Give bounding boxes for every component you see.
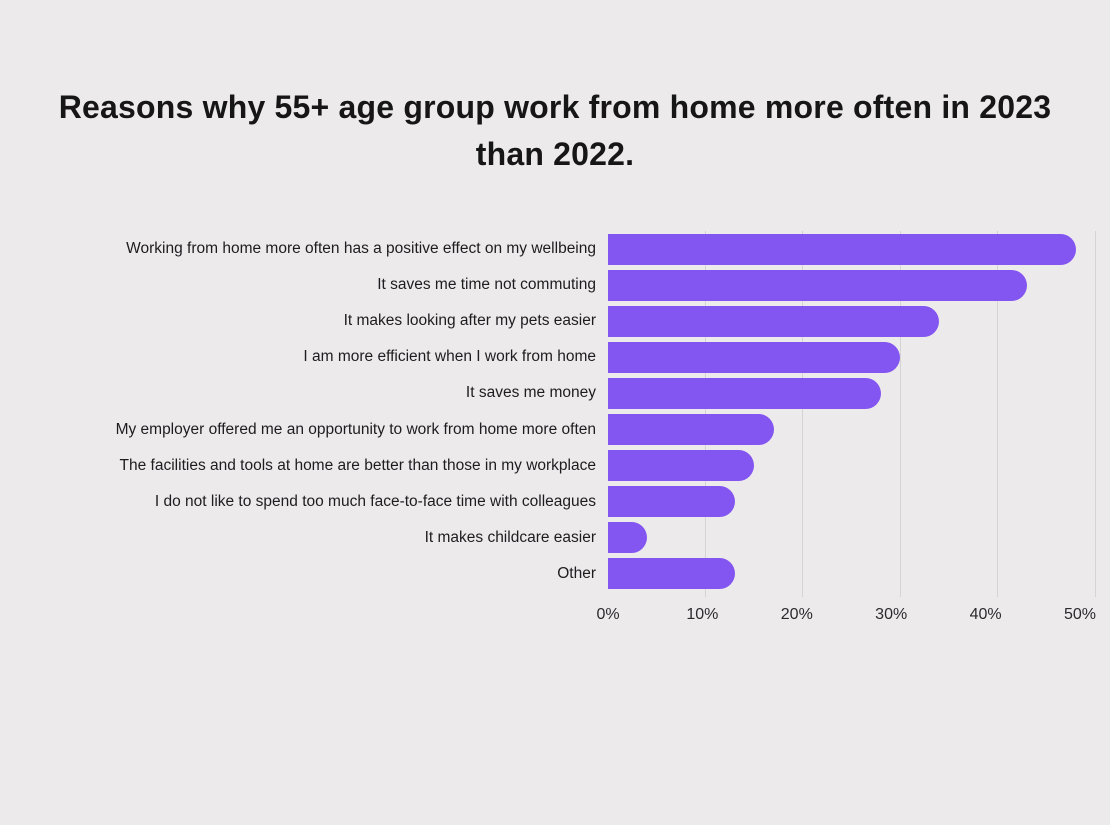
bar-track xyxy=(608,269,1095,301)
chart-title: Reasons why 55+ age group work from home… xyxy=(0,0,1110,178)
x-axis-tick-label: 30% xyxy=(875,605,908,623)
bar xyxy=(608,414,774,446)
chart-title-line-1: Reasons why 55+ age group work from home… xyxy=(58,89,1052,125)
bar-row: It makes childcare easier xyxy=(0,520,1095,556)
x-axis: 0% 10% 20% 30% 40% 50% xyxy=(596,600,1096,630)
bar-track xyxy=(608,486,1095,518)
bar-track xyxy=(608,233,1095,265)
plot-area: Working from home more often has a posit… xyxy=(0,231,1096,597)
category-label: It saves me time not commuting xyxy=(377,276,596,294)
bar xyxy=(608,341,901,373)
x-axis-tick-label: 50% xyxy=(1063,605,1097,623)
bar-row: It makes looking after my pets easier xyxy=(0,303,1095,339)
category-label: My employer offered me an opportunity to… xyxy=(115,420,596,438)
category-label: I do not like to spend too much face-to-… xyxy=(154,492,596,510)
bar-row: I do not like to spend too much face-to-… xyxy=(0,484,1095,520)
x-axis-tick-label: 20% xyxy=(780,605,813,623)
bar-track xyxy=(608,522,1095,554)
bar xyxy=(608,269,1027,301)
bar-track xyxy=(608,450,1095,482)
category-label: The facilities and tools at home are bet… xyxy=(119,456,596,474)
x-axis-tick-label: 10% xyxy=(686,605,719,623)
bar-row: It saves me money xyxy=(0,375,1095,411)
x-axis-tick-label: 40% xyxy=(969,605,1002,623)
category-label: Working from home more often has a posit… xyxy=(126,240,596,258)
bar-chart: Working from home more often has a posit… xyxy=(0,231,1096,630)
category-label: It makes looking after my pets easier xyxy=(343,312,596,330)
bar xyxy=(608,486,735,518)
bar xyxy=(608,377,881,409)
bar xyxy=(608,305,940,337)
chart-title-line-2: than 2022. xyxy=(475,136,635,172)
bar-row: Working from home more often has a posit… xyxy=(0,231,1095,267)
bar-track xyxy=(608,305,1095,337)
bar-track xyxy=(608,341,1095,373)
bar-row: The facilities and tools at home are bet… xyxy=(0,448,1095,484)
category-label: I am more efficient when I work from hom… xyxy=(303,348,596,366)
bar xyxy=(608,450,755,482)
bar-row: I am more efficient when I work from hom… xyxy=(0,339,1095,375)
bar-rows: Working from home more often has a posit… xyxy=(0,231,1095,592)
bar xyxy=(608,233,1076,265)
bar-track xyxy=(608,414,1095,446)
bar xyxy=(608,522,647,554)
bar-track xyxy=(608,377,1095,409)
bar xyxy=(608,558,735,590)
category-label: It saves me money xyxy=(465,384,596,402)
bar-row: My employer offered me an opportunity to… xyxy=(0,411,1095,447)
category-label: It makes childcare easier xyxy=(424,528,596,546)
x-axis-tick-label: 0% xyxy=(596,605,620,623)
bar-track xyxy=(608,558,1095,590)
category-label: Other xyxy=(557,564,596,582)
bar-row: It saves me time not commuting xyxy=(0,267,1095,303)
bar-row: Other xyxy=(0,556,1095,592)
